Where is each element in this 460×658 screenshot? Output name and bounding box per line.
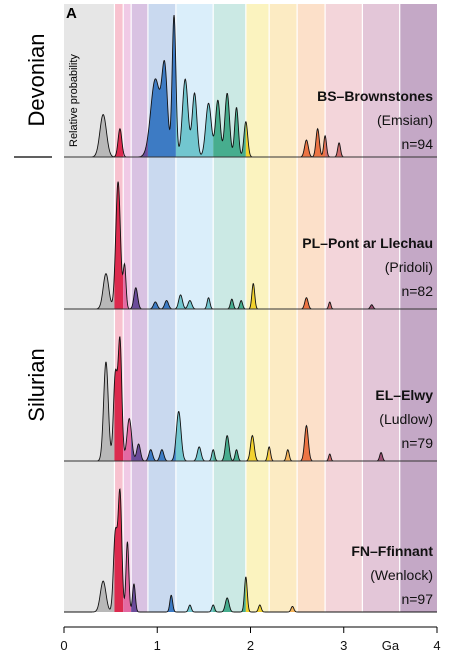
age-band [269, 4, 298, 612]
age-band [362, 4, 400, 612]
x-axis-ticks: 0 1 2 3 Ga 4 [60, 627, 441, 653]
sample-count-fn: n=97 [401, 591, 433, 607]
x-tick-label: 2 [247, 638, 254, 653]
sample-count-pl: n=82 [401, 283, 433, 299]
sample-name-fn: FN–Ffinnant [351, 543, 433, 559]
curve-fill-segment [114, 489, 124, 612]
period-label-silurian: Silurian [24, 348, 49, 421]
age-band [399, 4, 437, 612]
sample-age-bs: (Emsian) [377, 112, 433, 128]
curve-fill-segment [123, 489, 132, 612]
curve-outline-fn [64, 488, 437, 613]
curve-fill-segment [114, 181, 124, 309]
age-band [297, 4, 326, 612]
sample-age-el: (Ludlow) [379, 411, 433, 427]
period-label-devonian: Devonian [24, 34, 49, 127]
labels: A Relative probability Devonian Silurian [24, 5, 80, 422]
sample-count-bs: n=94 [401, 136, 433, 152]
curve-fill-segment [114, 336, 124, 461]
sample-age-fn: (Wenlock) [370, 567, 433, 583]
y-axis-label: Relative probability [68, 54, 80, 147]
sample-name-pl: PL–Pont ar Llechau [302, 235, 433, 251]
x-tick-label: 1 [154, 638, 161, 653]
sample-count-el: n=79 [401, 435, 433, 451]
x-tick-label: 4 [433, 638, 440, 653]
x-tick-label: Ga [382, 638, 400, 653]
sample-name-el: EL–Elwy [375, 387, 433, 403]
x-tick-label: 0 [60, 638, 67, 653]
sample-age-pl: (Pridoli) [385, 259, 433, 275]
sample-labels: BS–Brownstones (Emsian) n=94 PL–Pont ar Lle… [302, 88, 433, 607]
sample-name-bs: BS–Brownstones [317, 88, 433, 104]
x-tick-label: 3 [340, 638, 347, 653]
panel-letter: A [66, 5, 77, 22]
